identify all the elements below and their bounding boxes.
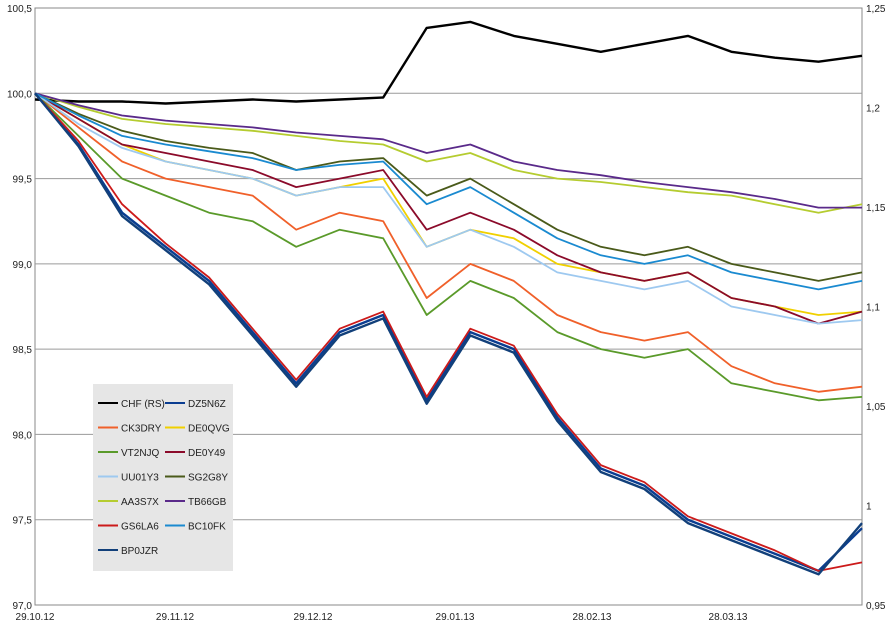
series-line-1	[34, 92, 863, 573]
y2-tick-label: 0,95	[866, 601, 886, 612]
series-line-7	[34, 92, 863, 282]
legend-label: BP0JZR	[121, 546, 158, 557]
y-tick-label: 99,0	[13, 260, 33, 271]
legend-label: GS6LA6	[121, 522, 159, 533]
y-tick-label: 97,5	[13, 516, 33, 527]
series-line-11	[34, 92, 863, 291]
x-tick-label: 29.01.13	[436, 612, 475, 623]
series-line-12	[34, 92, 863, 576]
series-lines	[34, 20, 863, 576]
legend-label: DZ5N6Z	[188, 399, 226, 410]
x-axis-ticks: 29.10.12 29.11.12 29.12.12 29.01.13 28.02.13…	[16, 612, 748, 623]
x-tick-label: 29.11.12	[156, 612, 195, 623]
legend-label: DE0QVG	[188, 424, 230, 435]
series-line-0	[34, 20, 863, 105]
y-tick-label: 99,5	[13, 175, 33, 186]
y2-tick-label: 1,05	[866, 402, 886, 413]
left-axis-ticks: 97,0 97,5 98,0 98,5 99,0 99,5 100,0 100,5	[7, 4, 32, 612]
right-axis-ticks: 0,95 1 1,05 1,1 1,15 1,2 1,25	[866, 4, 886, 612]
legend-label: TB66GB	[188, 497, 227, 508]
y-tick-label: 100,0	[7, 89, 32, 100]
legend-label: VT2NJQ	[121, 448, 160, 459]
series-line-8	[34, 92, 863, 214]
series-line-2	[34, 92, 863, 393]
y-tick-label: 98,0	[13, 430, 33, 441]
y2-tick-label: 1	[866, 502, 872, 513]
y2-tick-label: 1,15	[866, 203, 886, 214]
legend-label: UU01Y3	[121, 473, 159, 484]
legend-label: CHF (RS)	[121, 399, 165, 410]
x-tick-label: 29.10.12	[16, 612, 55, 623]
series-line-10	[34, 92, 863, 572]
series-line-4	[34, 92, 863, 402]
x-tick-label: 28.03.13	[709, 612, 748, 623]
legend-label: AA3S7X	[121, 497, 159, 508]
y-tick-label: 98,5	[13, 345, 33, 356]
y-tick-label: 100,5	[7, 4, 32, 15]
legend-label: SG2G8Y	[188, 473, 228, 484]
legend-label: BC10FK	[188, 522, 226, 533]
y2-tick-label: 1,2	[866, 104, 880, 115]
y2-tick-label: 1,1	[866, 303, 880, 314]
series-line-5	[34, 92, 863, 325]
y2-tick-label: 1,25	[866, 4, 886, 15]
series-line-9	[34, 92, 862, 209]
series-line-6	[34, 92, 863, 325]
legend-label: DE0Y49	[188, 448, 226, 459]
x-tick-label: 29.12.12	[294, 612, 333, 623]
x-tick-label: 28.02.13	[573, 612, 612, 623]
y-tick-label: 97,0	[13, 601, 33, 612]
legend-label: CK3DRY	[121, 424, 162, 435]
legend: CHF (RS) DZ5N6Z CK3DRY DE0QVG VT2NJQ DE0Y49 UU…	[93, 384, 233, 571]
